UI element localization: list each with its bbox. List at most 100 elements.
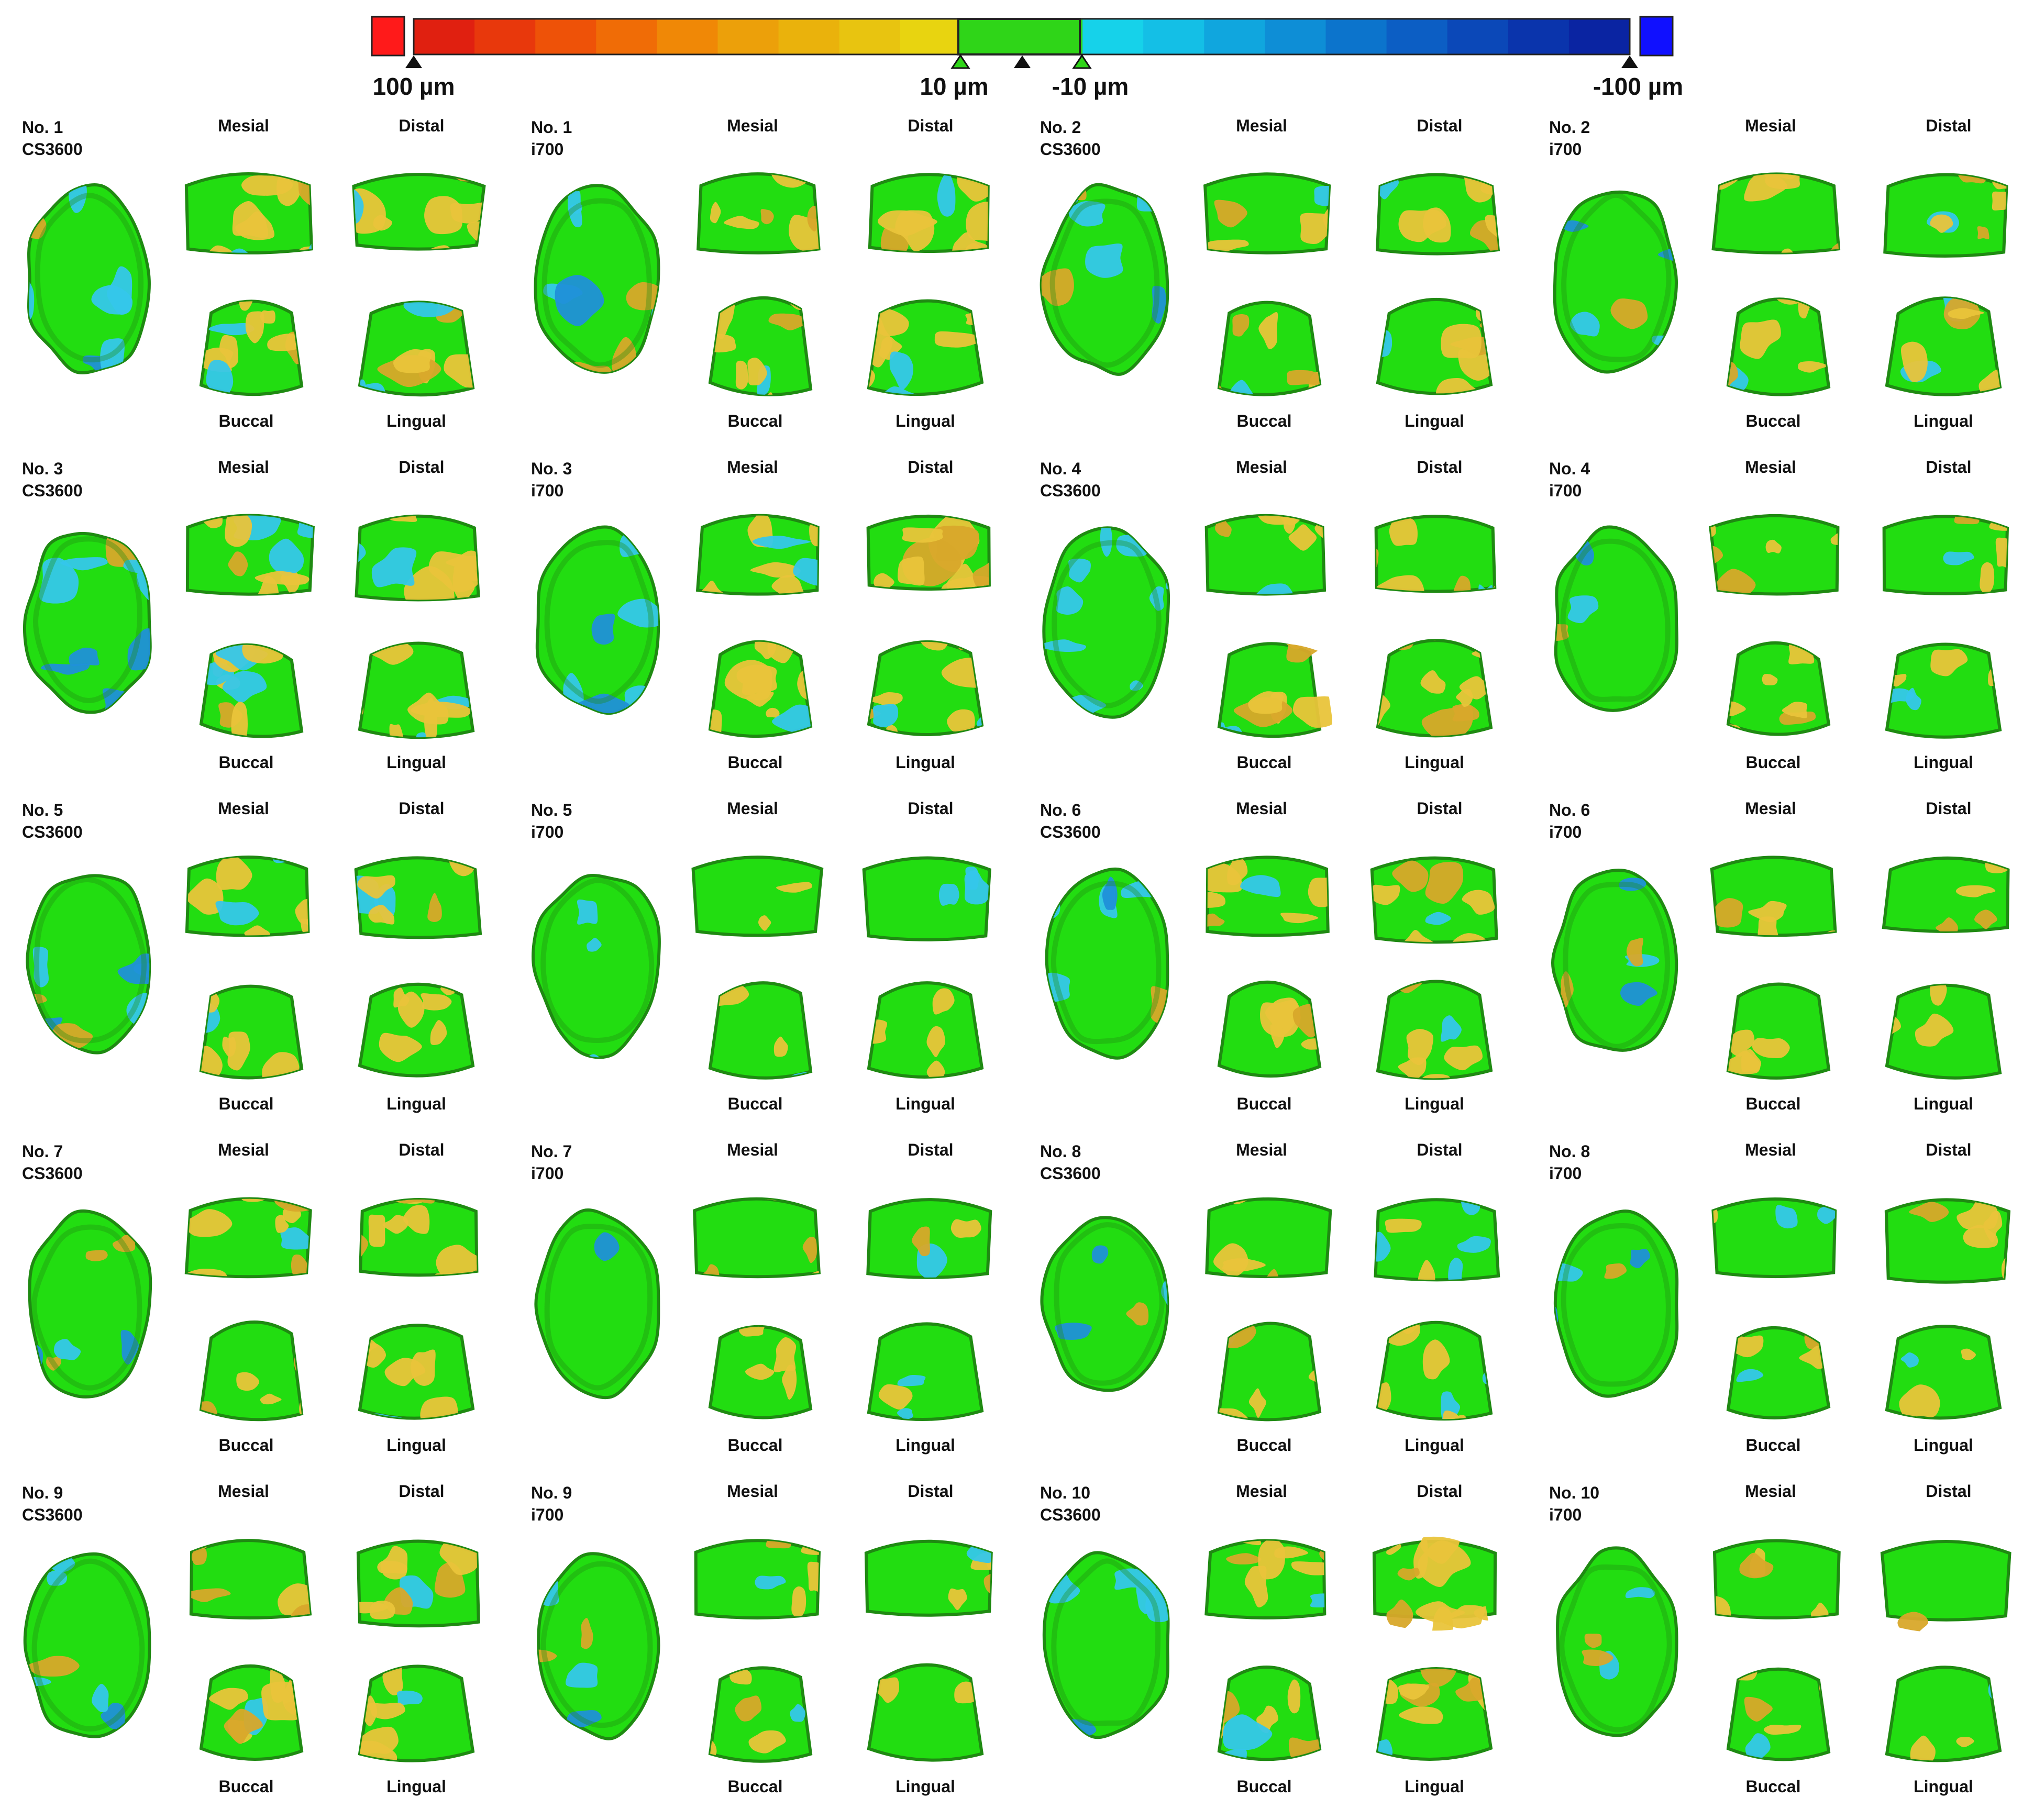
view-label-mesial: Mesial (727, 799, 778, 818)
specimen-panel: No. 7 i700 Mesial Distal Buccal Lingual (509, 1129, 1018, 1469)
marker-zero (1014, 56, 1031, 68)
buccal-view (1207, 955, 1332, 1091)
view-label-mesial: Mesial (1236, 458, 1287, 476)
specimen-title: No. 8 i700 (1549, 1140, 1590, 1184)
specimen-number: No. 1 (531, 118, 572, 137)
scale-tolerance-window (957, 18, 1081, 56)
lingual-view (346, 614, 487, 750)
view-label-distal: Distal (1417, 458, 1463, 476)
scanner-name: CS3600 (1040, 1505, 1101, 1524)
view-label-mesial: Mesial (1745, 1140, 1796, 1159)
mesial-view (682, 1510, 834, 1635)
view-label-buccal: Buccal (218, 1094, 274, 1113)
scanner-name: CS3600 (1040, 1164, 1101, 1183)
buccal-view (189, 1296, 314, 1433)
specimen-panel: No. 7 CS3600 Mesial Distal Buccal Lingual (0, 1129, 509, 1469)
occlusal-view (1543, 1533, 1695, 1763)
color-scale-bar (371, 16, 1674, 69)
view-label-lingual: Lingual (1405, 1094, 1464, 1113)
mesial-view (1700, 827, 1852, 952)
distal-view (1870, 827, 2022, 952)
specimen-number: No. 6 (1549, 801, 1590, 819)
specimen-panel: No. 9 CS3600 Mesial Distal Buccal Lingual (0, 1470, 509, 1811)
specimen-panel: No. 6 i700 Mesial Distal Buccal Lingual (1527, 787, 2034, 1128)
mesial-view (173, 1510, 325, 1635)
distal-view (343, 827, 495, 952)
distal-view (852, 1510, 1004, 1635)
scanner-name: i700 (1549, 823, 1582, 841)
scanner-name: CS3600 (22, 1164, 83, 1183)
mesial-view (1191, 1510, 1343, 1635)
lingual-view (1364, 1296, 1505, 1433)
scanner-name: i700 (531, 1505, 564, 1524)
specimen-number: No. 7 (531, 1142, 572, 1161)
mesial-view (682, 1168, 834, 1294)
marker-100 (405, 56, 422, 68)
view-label-buccal: Buccal (1236, 753, 1292, 772)
lingual-view (855, 955, 996, 1091)
lingual-view (855, 272, 996, 408)
distal-view (343, 1510, 495, 1635)
lingual-view (1873, 955, 2014, 1091)
specimen-title: No. 2 i700 (1549, 116, 1590, 160)
scanner-name: i700 (1549, 1164, 1582, 1183)
distal-view (343, 1168, 495, 1294)
view-label-mesial: Mesial (727, 1140, 778, 1159)
specimen-number: No. 10 (1040, 1483, 1091, 1502)
view-label-distal: Distal (399, 799, 445, 818)
view-label-distal: Distal (399, 458, 445, 476)
scanner-name: i700 (1549, 1505, 1582, 1524)
occlusal-view (1543, 168, 1695, 398)
specimen-title: No. 4 CS3600 (1040, 458, 1101, 502)
view-label-lingual: Lingual (386, 1094, 446, 1113)
view-label-mesial: Mesial (1236, 1482, 1287, 1501)
specimen-title: No. 9 CS3600 (22, 1482, 83, 1526)
view-label-lingual: Lingual (386, 412, 446, 430)
specimen-number: No. 8 (1549, 1142, 1590, 1161)
view-label-mesial: Mesial (1236, 799, 1287, 818)
view-label-buccal: Buccal (218, 1436, 274, 1455)
occlusal-view (1543, 509, 1695, 739)
lingual-view (1873, 1296, 2014, 1433)
view-label-mesial: Mesial (1236, 1140, 1287, 1159)
specimen-number: No. 3 (22, 459, 63, 478)
view-label-distal: Distal (399, 116, 445, 135)
view-label-lingual: Lingual (896, 412, 955, 430)
scanner-name: CS3600 (22, 823, 83, 841)
scale-label-100: 100 µm (372, 73, 455, 100)
mesial-view (173, 144, 325, 270)
occlusal-view (16, 1192, 168, 1422)
view-label-lingual: Lingual (896, 753, 955, 772)
occlusal-view (1034, 1192, 1186, 1422)
distal-view (852, 1168, 1004, 1294)
occlusal-view (1034, 1533, 1186, 1763)
view-label-mesial: Mesial (218, 1482, 269, 1501)
specimen-panel: No. 4 CS3600 Mesial Distal Buccal Lingual (1018, 446, 1527, 786)
view-label-lingual: Lingual (386, 1777, 446, 1796)
view-label-lingual: Lingual (1405, 412, 1464, 430)
view-label-buccal: Buccal (1745, 412, 1801, 430)
view-label-mesial: Mesial (1745, 116, 1796, 135)
distal-view (343, 144, 495, 270)
view-label-buccal: Buccal (218, 412, 274, 430)
specimen-panel: No. 8 CS3600 Mesial Distal Buccal Lingual (1018, 1129, 1527, 1469)
view-label-mesial: Mesial (727, 116, 778, 135)
view-label-distal: Distal (1417, 116, 1463, 135)
mesial-view (1191, 144, 1343, 270)
specimen-title: No. 9 i700 (531, 1482, 572, 1526)
specimen-title: No. 5 i700 (531, 799, 572, 843)
view-label-mesial: Mesial (218, 799, 269, 818)
specimen-number: No. 2 (1040, 118, 1081, 137)
mesial-view (1700, 1168, 1852, 1294)
occlusal-view (1543, 1192, 1695, 1422)
distal-view (1361, 1168, 1513, 1294)
lingual-view (1364, 614, 1505, 750)
specimen-title: No. 7 CS3600 (22, 1140, 83, 1184)
view-label-lingual: Lingual (1914, 1436, 1973, 1455)
buccal-view (1207, 614, 1332, 750)
specimen-title: No. 6 i700 (1549, 799, 1590, 843)
occlusal-view (525, 509, 677, 739)
mesial-view (173, 485, 325, 611)
scanner-name: CS3600 (1040, 481, 1101, 500)
scale-label-10: 10 µm (920, 73, 989, 100)
